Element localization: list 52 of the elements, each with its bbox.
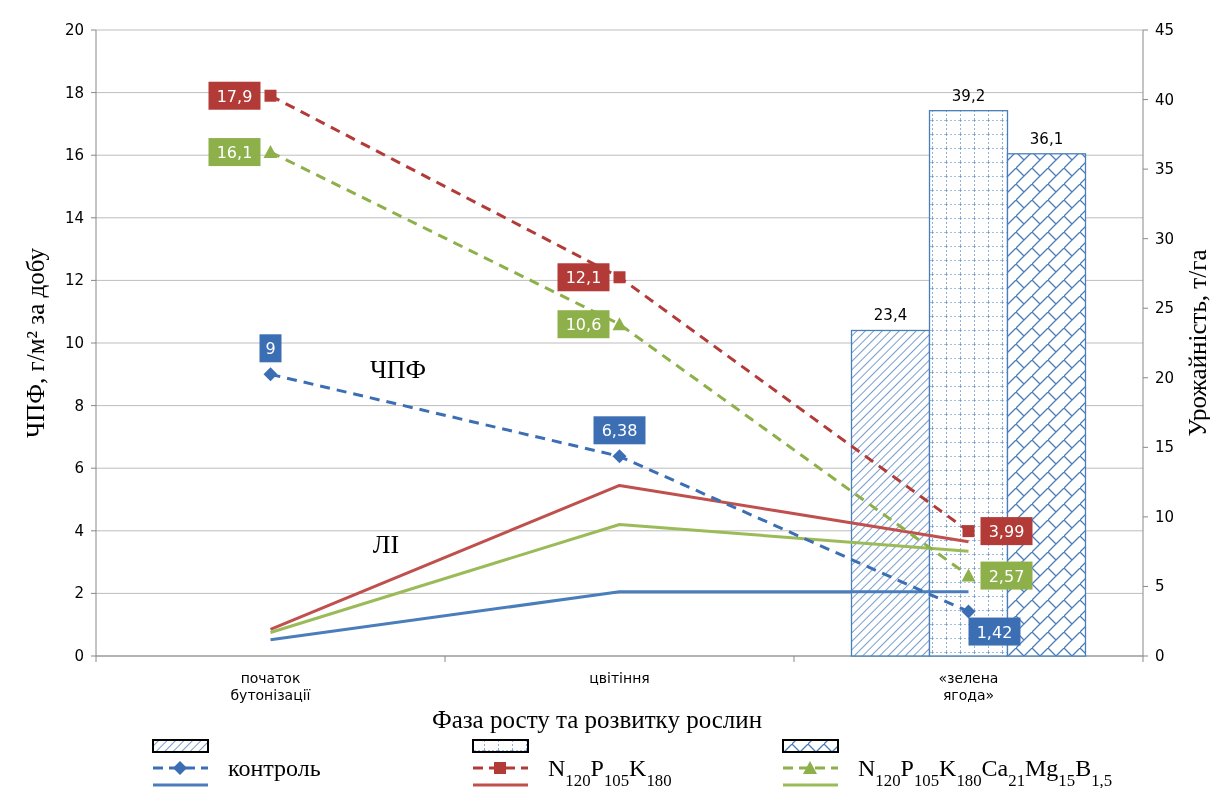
- y-tick-label: 0: [74, 647, 84, 665]
- y-tick-label: 4: [74, 521, 84, 540]
- y-axis-title: ЧПФ, г/м² за добу: [22, 247, 49, 439]
- y2-tick-label: 25: [1155, 299, 1175, 318]
- point: [263, 145, 278, 159]
- data-label: 1,42: [976, 622, 1013, 642]
- y2-tick-label: 40: [1155, 90, 1175, 109]
- point: [612, 317, 627, 331]
- y-tick-label: 6: [74, 459, 84, 478]
- y-tick-label: 12: [64, 271, 84, 290]
- data-label: 36,1: [1029, 129, 1064, 148]
- annotation: ЛІ: [372, 530, 400, 559]
- point: [263, 367, 278, 382]
- x-axis-title: Фаза росту та розвитку рослин: [431, 706, 763, 733]
- data-label: 12,1: [565, 268, 602, 288]
- y-tick-label: 8: [74, 396, 84, 415]
- point: [962, 525, 975, 538]
- y-tick-label: 20: [64, 21, 84, 39]
- data-label: 17,9: [216, 86, 253, 106]
- point: [961, 568, 976, 582]
- y-tick-label: 10: [64, 334, 84, 352]
- y2-tick-label: 45: [1155, 21, 1175, 39]
- text: N$_{120}$P$_{105}$K$_{180}$Ca$_{21}$Mg$_{15}$B$_{1,5}$: [858, 755, 1113, 790]
- y2-tick-label: 20: [1155, 368, 1175, 387]
- point: [264, 89, 277, 102]
- point: [961, 604, 976, 619]
- data-label: 10,6: [565, 315, 602, 335]
- y-tick-label: 14: [64, 208, 84, 227]
- y2-tick-label: 15: [1155, 438, 1175, 457]
- x-tick-label: «зелена ягода»: [938, 670, 999, 703]
- data-label: 6,38: [601, 421, 638, 441]
- x-tick-label: цвітіння: [589, 670, 650, 686]
- legend-label: N$_{120}$P$_{105}$K$_{180}$: [548, 755, 672, 790]
- y-tick-label: 18: [64, 83, 84, 102]
- data-label: 39,2: [951, 86, 986, 105]
- y2-tick-label: 10: [1155, 507, 1175, 526]
- y2-tick-label: 35: [1155, 160, 1175, 179]
- data-label: 16,1: [216, 143, 253, 163]
- y2-tick-label: 30: [1155, 229, 1175, 248]
- x-tick-label: початок бутонізації: [230, 670, 311, 703]
- point: [613, 271, 626, 284]
- annotation: ЧПФ: [369, 355, 427, 384]
- y-tick-label: 2: [74, 584, 84, 603]
- data-label: 2,57: [988, 566, 1025, 586]
- point: [612, 449, 627, 464]
- y-tick-label: 16: [64, 146, 84, 165]
- y2-tick-label: 5: [1155, 577, 1165, 596]
- data-label: 23,4: [873, 306, 908, 325]
- data-label: 3,99: [988, 522, 1025, 542]
- y2-tick-label: 0: [1155, 647, 1165, 665]
- legend-label: контроль: [228, 755, 321, 781]
- data-label: 9: [265, 339, 276, 359]
